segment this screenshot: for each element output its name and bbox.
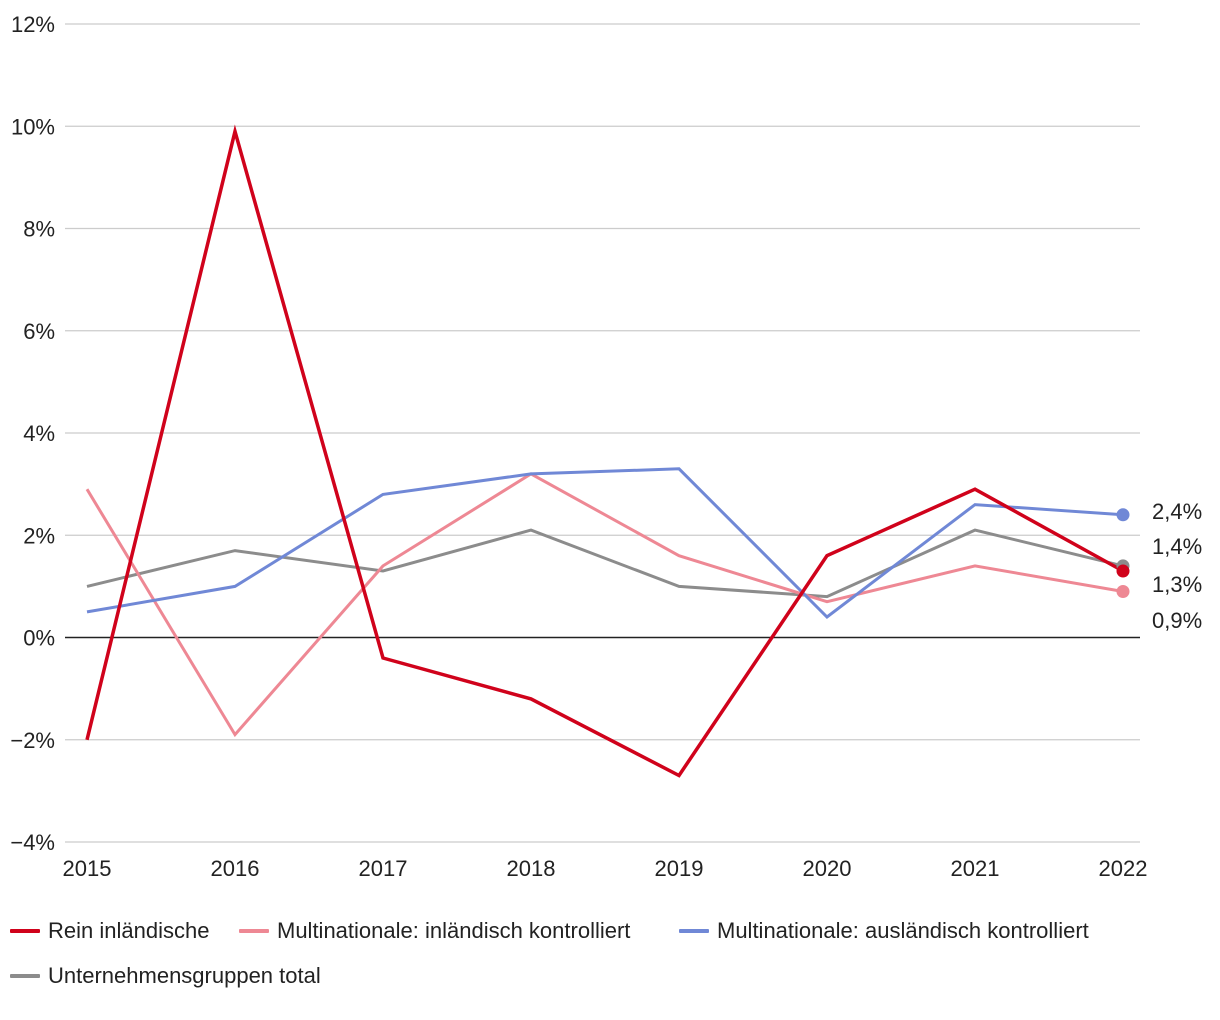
- series-line-0: [85, 124, 1124, 778]
- legend-label: Unternehmensgruppen total: [48, 963, 321, 988]
- end-value-label: 1,4%: [1152, 534, 1202, 559]
- end-value-labels: 2,4% 1,4% 1,3% 0,9%: [1152, 499, 1202, 633]
- series-end-marker-0: [1116, 564, 1130, 578]
- y-tick-label: 4%: [23, 421, 55, 446]
- y-tick-label: 0%: [23, 626, 55, 651]
- x-tick-label: 2015: [63, 856, 112, 881]
- end-value-label: 0,9%: [1152, 608, 1202, 633]
- x-axis-tick-labels: 2015 2016 2017 2018 2019 2020 2021 2022: [63, 856, 1148, 881]
- x-tick-label: 2017: [359, 856, 408, 881]
- series-end-marker-2: [1116, 508, 1130, 522]
- gridlines: [65, 23, 1140, 843]
- legend-swatch: [10, 974, 40, 978]
- end-value-label: 2,4%: [1152, 499, 1202, 524]
- x-tick-label: 2016: [211, 856, 260, 881]
- series-line-2: [86, 467, 1124, 619]
- legend-swatch: [679, 929, 709, 933]
- legend-swatch: [239, 929, 269, 933]
- series-lines: [85, 124, 1130, 778]
- y-tick-label: 2%: [23, 523, 55, 548]
- legend-item-rein-inlaendische: Rein inländische: [10, 918, 209, 944]
- y-tick-label: −4%: [10, 830, 55, 855]
- legend-swatch: [10, 929, 40, 933]
- end-value-label: 1,3%: [1152, 572, 1202, 597]
- x-tick-label: 2021: [951, 856, 1000, 881]
- series-line-3: [86, 528, 1124, 599]
- x-tick-label: 2020: [803, 856, 852, 881]
- legend-label: Multinationale: ausländisch kontrolliert: [717, 918, 1089, 943]
- series-line-1: [85, 472, 1124, 738]
- y-tick-label: −2%: [10, 728, 55, 753]
- y-tick-label: 6%: [23, 319, 55, 344]
- y-axis-tick-labels: −4% −2% 0% 2% 4% 6% 8% 10% 12%: [10, 12, 55, 855]
- series-end-marker-1: [1116, 584, 1130, 598]
- y-tick-label: 10%: [11, 114, 55, 139]
- legend-item-multinationale-inlaendisch: Multinationale: inländisch kontrolliert: [239, 918, 630, 944]
- y-tick-label: 8%: [23, 217, 55, 242]
- legend-label: Rein inländische: [48, 918, 210, 943]
- x-tick-label: 2022: [1099, 856, 1148, 881]
- y-tick-label: 12%: [11, 12, 55, 37]
- x-tick-label: 2019: [655, 856, 704, 881]
- line-chart: −4%−2%0%2%4%6%8%10%12% 2015 2016 2017 2018 2…: [10, 12, 1202, 881]
- legend-item-multinationale-auslaendisch: Multinationale: ausländisch kontrolliert: [679, 918, 1089, 944]
- legend-item-unternehmensgruppen-total: Unternehmensgruppen total: [10, 963, 321, 989]
- legend-label: Multinationale: inländisch kontrolliert: [277, 918, 631, 943]
- x-tick-label: 2018: [507, 856, 556, 881]
